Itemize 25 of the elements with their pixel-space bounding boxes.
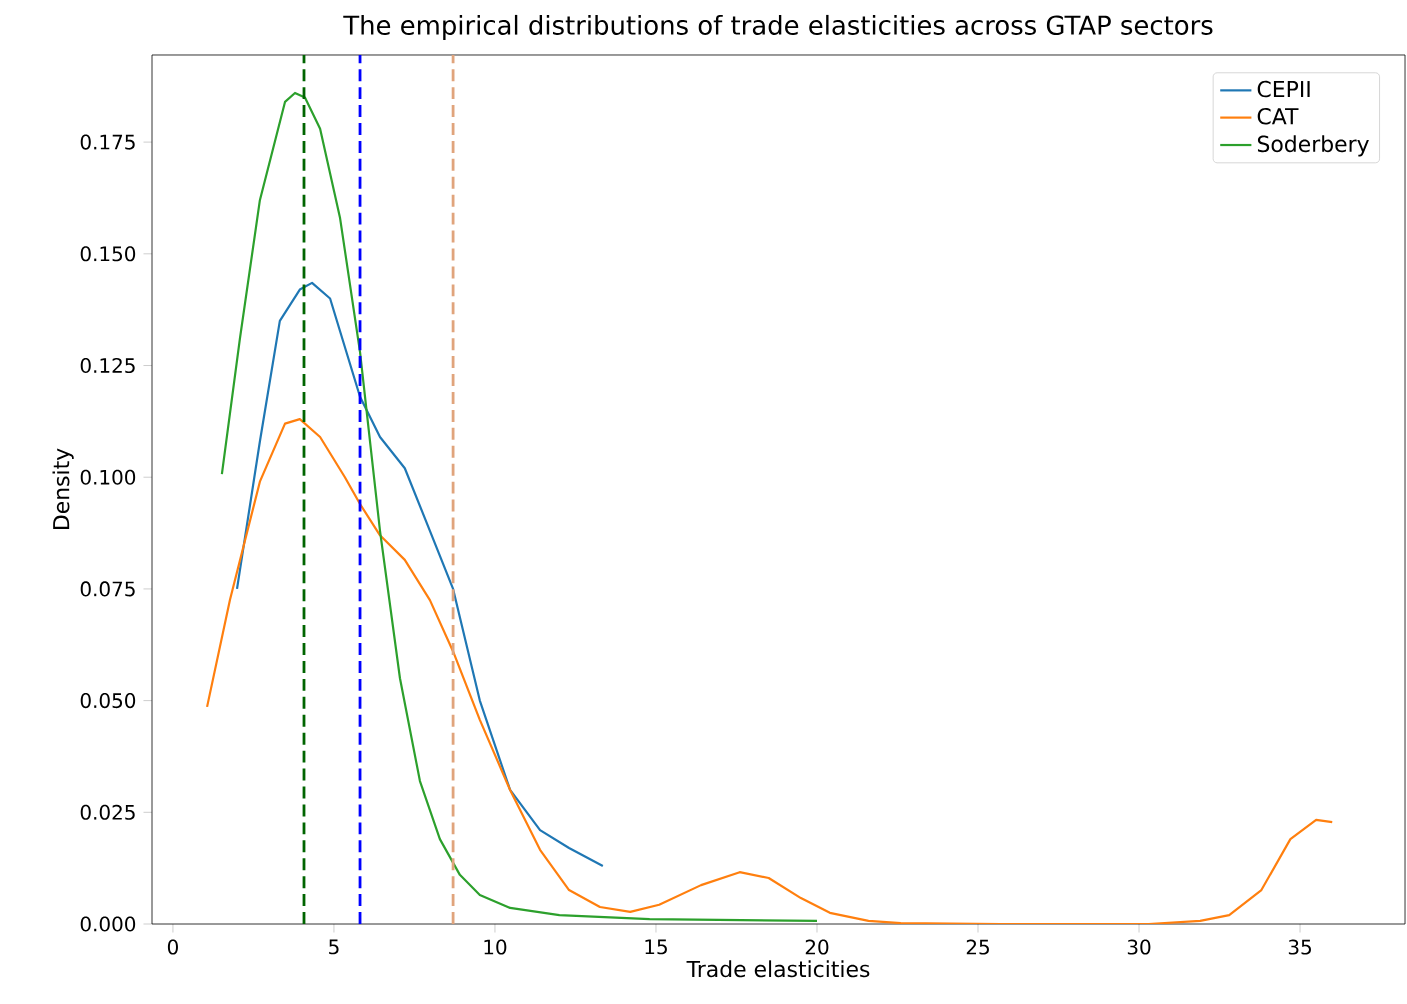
y-tick-label: 0.150 <box>80 246 136 262</box>
y-tick-label: 0.125 <box>80 357 135 374</box>
x-tick-label: 20 <box>805 939 829 955</box>
x-tick-label: 5 <box>329 939 339 955</box>
y-tick-label: 0.025 <box>80 804 135 820</box>
x-axis-title: Trade elasticities <box>686 960 870 978</box>
x-tick-label: 10 <box>484 939 507 955</box>
x-tick-label: 30 <box>1127 939 1151 955</box>
legend-label: Soderbery <box>1257 135 1369 157</box>
legend-label: CAT <box>1257 107 1299 125</box>
y-tick-label: 0.000 <box>80 916 136 932</box>
line-series <box>205 418 1334 924</box>
line-series <box>235 281 604 868</box>
y-tick-label: 0.050 <box>80 693 136 709</box>
x-tick-label: 35 <box>1288 939 1311 955</box>
x-tick-label: 25 <box>966 939 989 955</box>
y-axis-title: Density <box>52 448 74 530</box>
chart-title: The empirical distributions of trade elasticities across GTAP sectors <box>343 14 1213 40</box>
line-series <box>220 91 819 922</box>
y-tick-label: 0.175 <box>80 134 135 150</box>
y-tick-label: 0.100 <box>80 469 136 485</box>
x-tick-label: 0 <box>167 939 178 955</box>
y-tick-label: 0.075 <box>80 581 135 597</box>
legend-label: CEPII <box>1257 80 1310 98</box>
x-tick-label: 15 <box>645 939 667 955</box>
